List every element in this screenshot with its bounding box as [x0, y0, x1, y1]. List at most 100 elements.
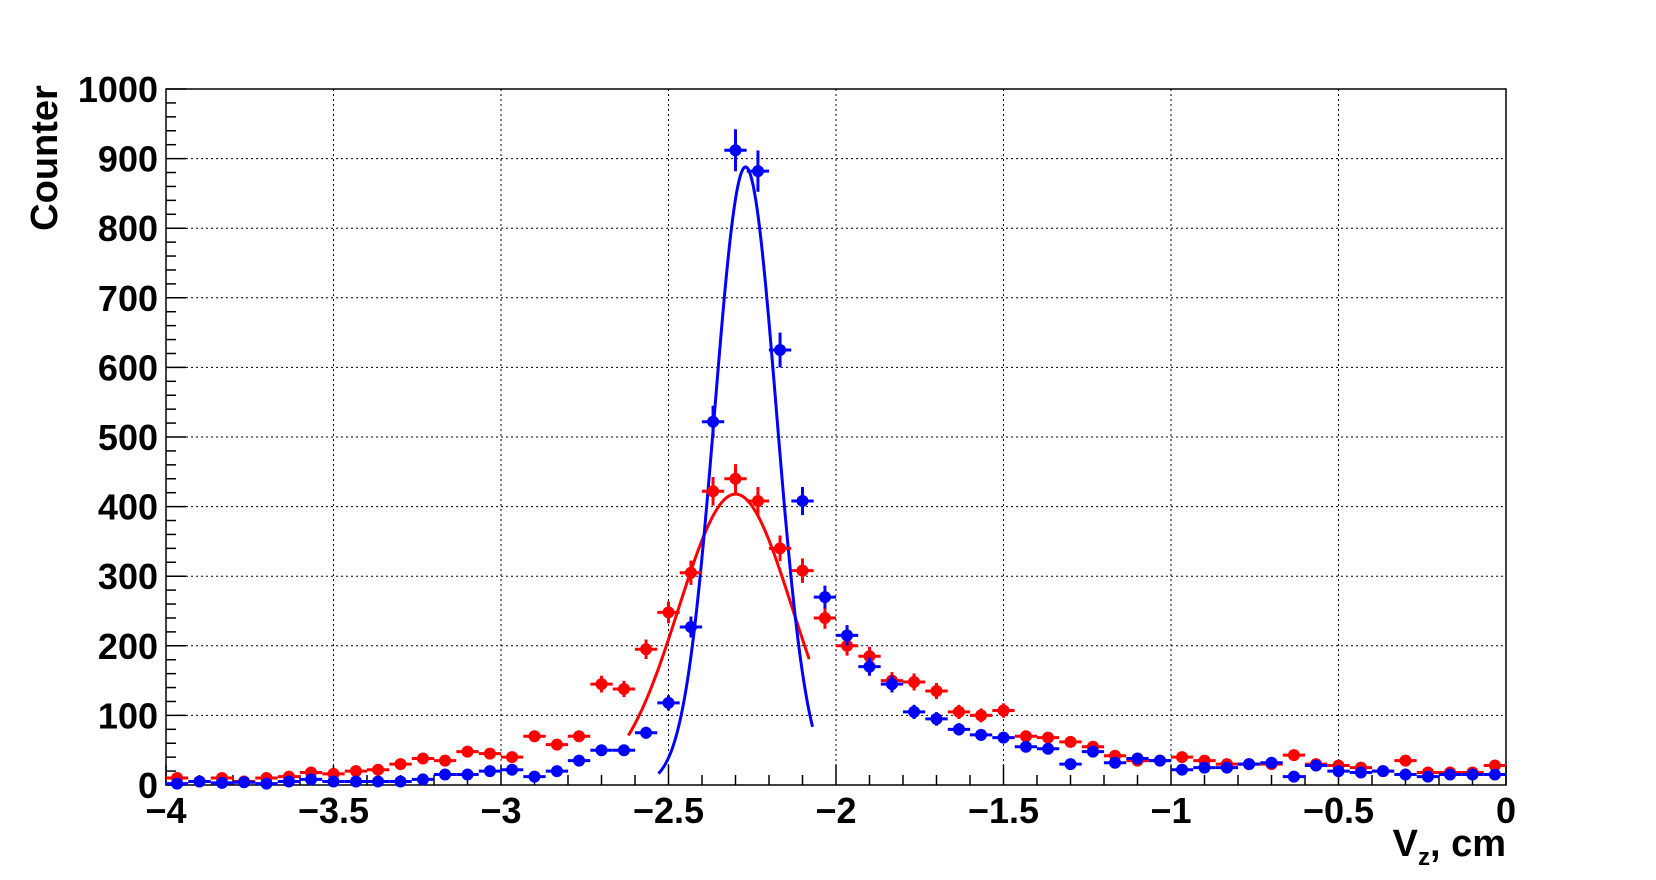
data-marker [1019, 740, 1032, 753]
y-axis-title: Counter [24, 85, 66, 231]
data-point [1148, 754, 1172, 767]
data-point [657, 695, 680, 711]
data-point [1081, 745, 1105, 758]
data-marker [975, 709, 988, 722]
data-point [701, 405, 725, 438]
data-point [925, 682, 948, 700]
data-marker [1488, 759, 1501, 772]
data-point [902, 673, 926, 691]
data-point [255, 777, 278, 790]
data-point [1394, 754, 1417, 767]
data-marker [751, 495, 764, 508]
data-point [322, 775, 345, 788]
data-marker [238, 776, 251, 789]
data-point [389, 758, 412, 771]
data-point [969, 728, 993, 741]
data-point [389, 775, 412, 788]
data-marker [1377, 765, 1390, 778]
data-point [188, 775, 211, 788]
data-marker [327, 775, 340, 788]
data-point [1170, 763, 1194, 776]
data-marker [1332, 765, 1345, 778]
x-axis-title-main: V [1393, 823, 1419, 865]
data-point [835, 625, 859, 646]
data-point [746, 486, 770, 516]
data-point [590, 744, 613, 757]
data-marker [372, 775, 385, 788]
data-marker [908, 675, 921, 688]
data-point [366, 763, 390, 776]
data-point [813, 607, 837, 629]
data-marker [617, 744, 630, 757]
data-point [1014, 730, 1038, 743]
data-point [1014, 740, 1038, 753]
data-point [1416, 770, 1440, 783]
data-point [902, 704, 926, 720]
data-point [545, 765, 569, 778]
data-point [925, 712, 948, 726]
data-point [232, 776, 256, 789]
data-marker [1198, 761, 1211, 774]
data-marker [1019, 730, 1032, 743]
data-marker [528, 730, 541, 743]
data-point [791, 558, 814, 583]
data-point [858, 657, 881, 676]
data-marker [416, 773, 429, 786]
data-marker [818, 611, 831, 624]
data-point [880, 675, 904, 693]
data-marker [573, 754, 586, 767]
data-marker [774, 344, 787, 356]
data-point [210, 776, 234, 789]
data-marker [394, 758, 407, 771]
data-marker [282, 775, 295, 788]
data-marker [841, 639, 854, 652]
data-marker [439, 768, 452, 781]
data-marker [1444, 768, 1457, 781]
data-point [1059, 758, 1082, 771]
data-point [746, 150, 770, 192]
data-marker [1042, 731, 1055, 744]
data-point [724, 129, 747, 172]
data-point [478, 765, 502, 778]
data-point [1327, 765, 1350, 778]
data-point [1304, 759, 1328, 772]
data-point [1036, 731, 1060, 744]
data-point [947, 704, 971, 720]
data-point [411, 773, 435, 786]
data-marker [729, 472, 742, 485]
y-tick-label: 800 [98, 208, 158, 249]
data-point [478, 747, 502, 760]
data-point [768, 535, 792, 562]
data-marker [260, 777, 273, 790]
data-point [523, 770, 546, 783]
data-point [299, 773, 323, 786]
data-point [165, 777, 189, 790]
data-point [1193, 761, 1216, 774]
data-point [500, 763, 524, 776]
data-marker [1310, 759, 1323, 772]
data-marker [483, 747, 496, 760]
data-point [456, 745, 479, 758]
data-point [344, 775, 368, 788]
y-tick-label: 500 [98, 417, 158, 458]
y-tick-label: 700 [98, 278, 158, 319]
data-point [634, 639, 658, 659]
data-marker [416, 752, 429, 765]
data-marker [729, 144, 742, 157]
data-marker [1176, 763, 1189, 776]
data-marker [349, 775, 362, 788]
data-marker [707, 485, 720, 498]
data-point [634, 726, 658, 739]
x-tick-label: −1 [1150, 790, 1191, 831]
data-marker [171, 777, 184, 790]
data-point [947, 723, 971, 736]
x-tick-label: −1.5 [968, 790, 1039, 831]
data-marker [528, 770, 541, 783]
data-marker [1287, 770, 1300, 783]
data-point [612, 680, 636, 698]
x-tick-label: 0 [1496, 790, 1516, 831]
data-point [1483, 759, 1507, 772]
data-marker [796, 495, 809, 508]
data-marker [997, 704, 1010, 717]
